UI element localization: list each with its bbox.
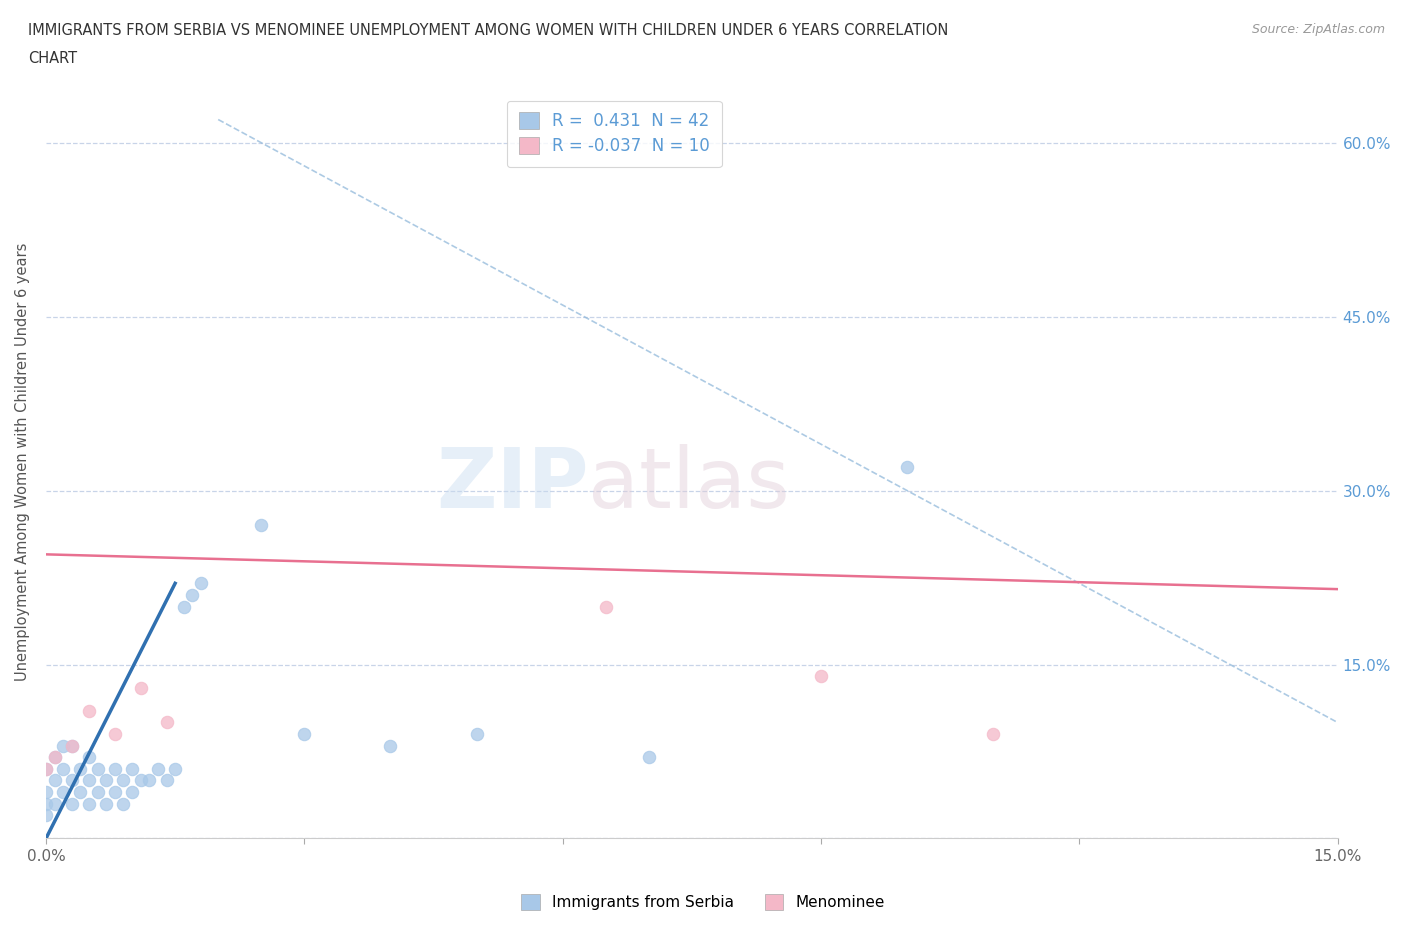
Text: IMMIGRANTS FROM SERBIA VS MENOMINEE UNEMPLOYMENT AMONG WOMEN WITH CHILDREN UNDER: IMMIGRANTS FROM SERBIA VS MENOMINEE UNEM… [28,23,949,38]
Point [380,738,402,753]
Point [44,796,66,811]
Point [121,762,143,777]
Point [44,750,66,764]
Y-axis label: Unemployment Among Women with Children Under 6 years: Unemployment Among Women with Children U… [15,243,30,681]
Point [77,773,100,788]
Point [181,588,204,603]
Point [810,669,832,684]
Point [44,773,66,788]
Point [69,785,91,800]
Point [155,773,177,788]
Text: CHART: CHART [28,51,77,66]
Point [896,460,918,475]
Point [60,738,83,753]
Point [77,703,100,718]
Point [138,773,160,788]
Point [60,796,83,811]
Point [35,796,58,811]
Point [292,726,315,741]
Legend: R =  0.431  N = 42, R = -0.037  N = 10: R = 0.431 N = 42, R = -0.037 N = 10 [508,100,721,167]
Point [165,762,187,777]
Point [44,750,66,764]
Point [35,762,58,777]
Point [35,808,58,823]
Point [129,680,152,695]
Point [595,599,617,614]
Point [60,738,83,753]
Text: atlas: atlas [589,444,790,525]
Point [52,762,75,777]
Point [69,762,91,777]
Point [86,785,108,800]
Point [104,762,127,777]
Point [96,796,118,811]
Point [465,726,488,741]
Point [77,750,100,764]
Point [637,750,659,764]
Point [112,773,135,788]
Point [112,796,135,811]
Point [52,785,75,800]
Point [104,726,127,741]
Point [146,762,169,777]
Point [129,773,152,788]
Point [190,576,212,591]
Point [77,796,100,811]
Point [52,738,75,753]
Point [250,518,273,533]
Point [60,773,83,788]
Text: ZIP: ZIP [436,444,589,525]
Point [35,762,58,777]
Point [86,762,108,777]
Text: Source: ZipAtlas.com: Source: ZipAtlas.com [1251,23,1385,36]
Point [981,726,1004,741]
Legend: Immigrants from Serbia, Menominee: Immigrants from Serbia, Menominee [513,886,893,918]
Point [35,785,58,800]
Point [96,773,118,788]
Point [121,785,143,800]
Point [173,599,195,614]
Point [155,715,177,730]
Point [104,785,127,800]
